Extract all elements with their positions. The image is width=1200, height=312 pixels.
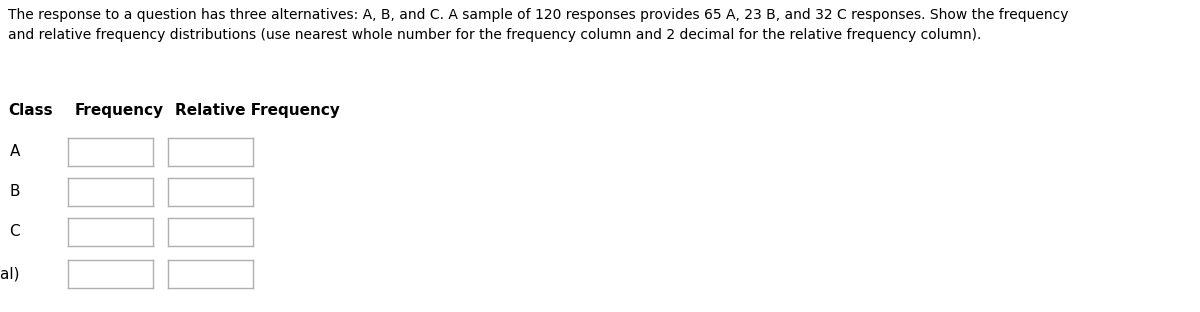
Text: B: B [10,184,20,199]
Text: C: C [10,225,20,240]
Text: Relative Frequency: Relative Frequency [175,103,340,118]
Text: The response to a question has three alternatives: A, B, and C. A sample of 120 : The response to a question has three alt… [8,8,1068,22]
Text: and relative frequency distributions (use nearest whole number for the frequency: and relative frequency distributions (us… [8,28,982,42]
Text: Frequency: Frequency [74,103,164,118]
Text: A: A [10,144,20,159]
Text: (Total): (Total) [0,266,20,281]
Text: Class: Class [8,103,53,118]
